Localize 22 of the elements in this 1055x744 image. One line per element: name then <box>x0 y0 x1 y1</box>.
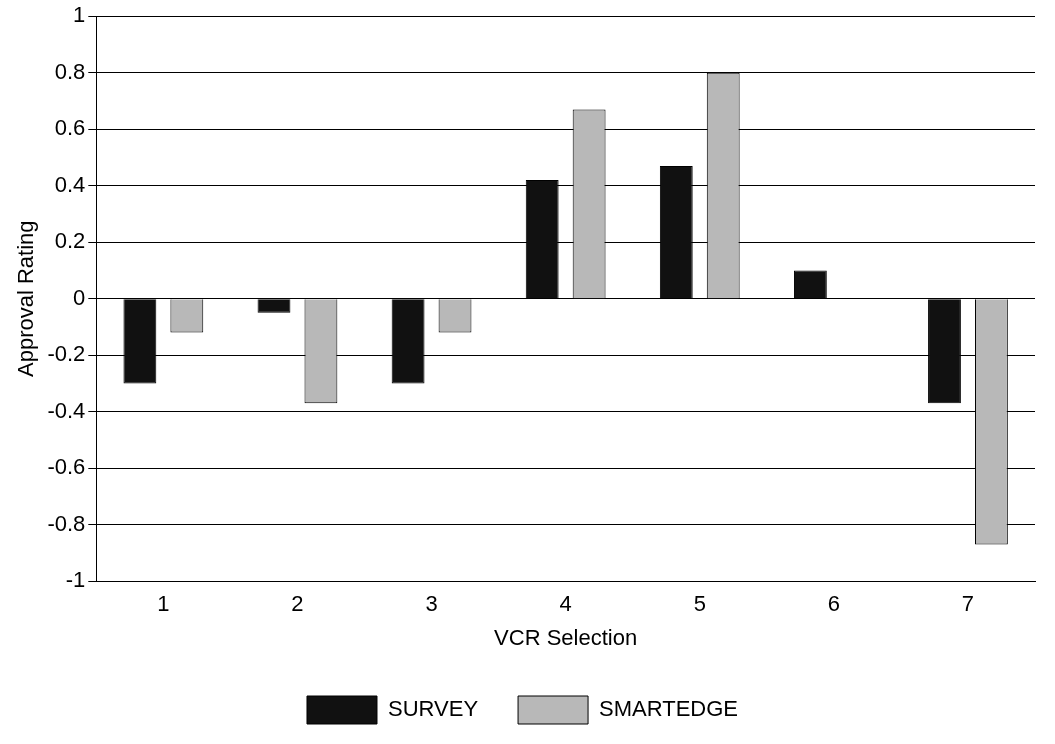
legend-label: SMARTEDGE <box>599 696 739 722</box>
x-axis-title: VCR Selection <box>494 624 638 650</box>
legend-label: SURVEY <box>387 696 479 722</box>
x-tick-label: 4 <box>559 591 572 617</box>
x-tick-label: 1 <box>157 591 170 617</box>
y-tick-label: 1 <box>73 2 86 28</box>
y-tick-label: -0.2 <box>47 341 86 367</box>
y-tick-label: -0.8 <box>47 510 86 536</box>
x-tick-label: 2 <box>291 591 304 617</box>
y-tick-label: -1 <box>65 567 86 593</box>
x-tick-label: 6 <box>827 591 840 617</box>
x-tick-label: 3 <box>425 591 438 617</box>
y-tick-label: 0.6 <box>54 115 86 141</box>
y-tick-label: 0.8 <box>54 58 86 84</box>
y-tick-label: -0.6 <box>47 454 86 480</box>
x-tick-label: 7 <box>961 591 975 617</box>
y-tick-label: -0.4 <box>47 397 86 423</box>
y-tick-label: 0.2 <box>54 228 86 254</box>
y-tick-label: 0 <box>73 284 86 310</box>
x-tick-label: 5 <box>693 591 706 617</box>
y-tick-label: 0.4 <box>54 171 86 197</box>
y-axis-title: Approval Rating <box>13 220 39 377</box>
